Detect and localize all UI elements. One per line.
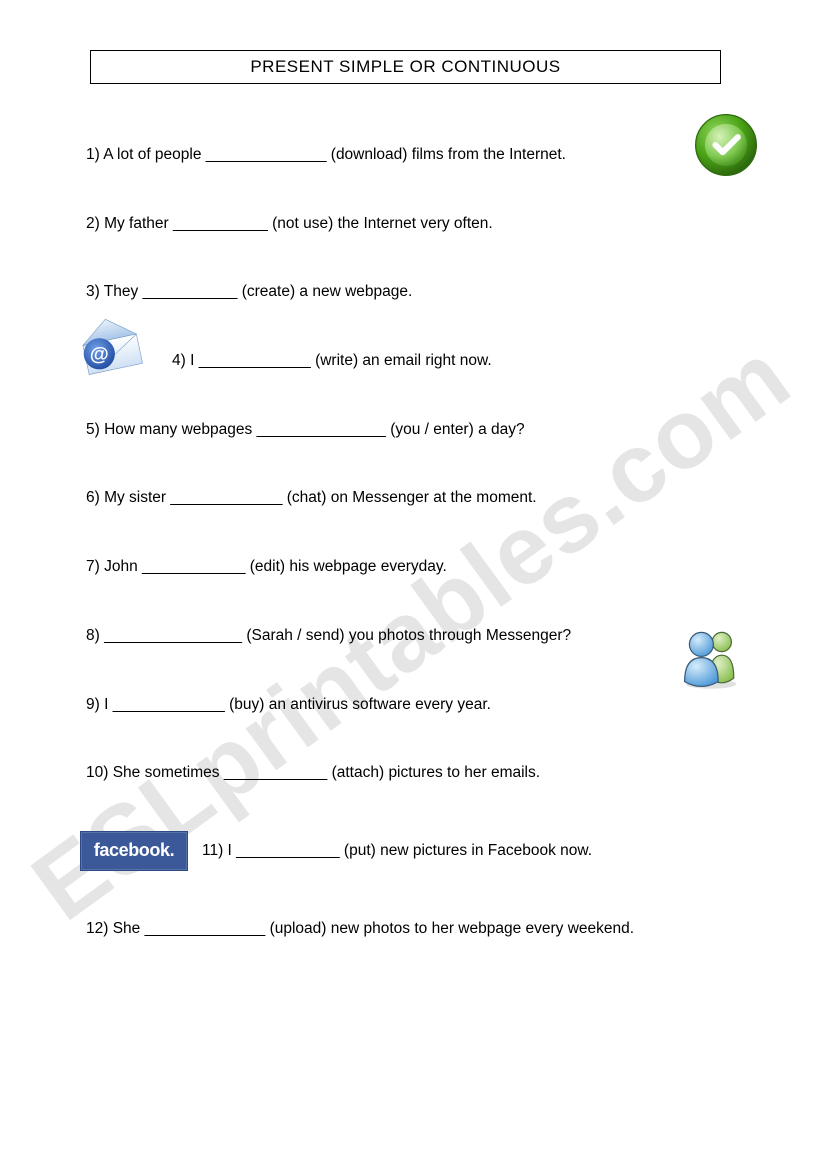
- question-item: 9) I _____________ (buy) an antivirus so…: [86, 694, 751, 716]
- question-item: 6) My sister _____________ (chat) on Mes…: [86, 487, 751, 509]
- question-item: 10) She sometimes ____________ (attach) …: [86, 762, 751, 784]
- question-text: 12) She ______________ (upload) new phot…: [86, 918, 634, 940]
- question-text: 3) They ___________ (create) a new webpa…: [86, 281, 412, 303]
- question-item: 5) How many webpages _______________ (yo…: [86, 419, 751, 441]
- question-text: 5) How many webpages _______________ (yo…: [86, 419, 525, 441]
- question-text: 8) ________________ (Sarah / send) you p…: [86, 625, 571, 647]
- question-item: 12) She ______________ (upload) new phot…: [86, 918, 751, 940]
- question-item: 1) A lot of people ______________ (downl…: [86, 144, 751, 166]
- question-text: 7) John ____________ (edit) his webpage …: [86, 556, 447, 578]
- question-text: 11) I ____________ (put) new pictures in…: [202, 840, 592, 862]
- question-text: 6) My sister _____________ (chat) on Mes…: [86, 487, 537, 509]
- facebook-badge: facebook.: [80, 831, 188, 871]
- question-item: 4) I _____________ (write) an email righ…: [172, 350, 751, 372]
- worksheet-page: PRESENT SIMPLE OR CONTINUOUS 1) A lot of…: [0, 0, 821, 1027]
- worksheet-title: PRESENT SIMPLE OR CONTINUOUS: [90, 50, 721, 84]
- question-item: 3) They ___________ (create) a new webpa…: [86, 281, 751, 303]
- question-item: facebook. 11) I ____________ (put) new p…: [80, 831, 751, 871]
- question-text: 1) A lot of people ______________ (downl…: [86, 144, 566, 166]
- question-text: 2) My father ___________ (not use) the I…: [86, 213, 493, 235]
- question-item: 7) John ____________ (edit) his webpage …: [86, 556, 751, 578]
- question-text: 4) I _____________ (write) an email righ…: [172, 350, 492, 372]
- question-item: 8) ________________ (Sarah / send) you p…: [86, 625, 751, 647]
- questions-list: 1) A lot of people ______________ (downl…: [86, 144, 751, 940]
- question-item: 2) My father ___________ (not use) the I…: [86, 213, 751, 235]
- question-text: 9) I _____________ (buy) an antivirus so…: [86, 694, 491, 716]
- question-text: 10) She sometimes ____________ (attach) …: [86, 762, 540, 784]
